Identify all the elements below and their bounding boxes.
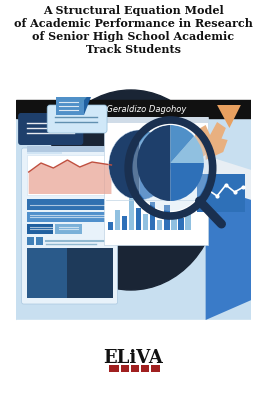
Bar bbox=[178, 218, 184, 230]
Text: Ronel Geraldizo Dagohoy: Ronel Geraldizo Dagohoy bbox=[80, 104, 187, 114]
Bar bbox=[139, 365, 141, 372]
FancyBboxPatch shape bbox=[22, 148, 117, 304]
Bar bbox=[143, 214, 148, 230]
Bar bbox=[119, 365, 121, 372]
Bar bbox=[27, 248, 113, 298]
Bar bbox=[150, 202, 155, 230]
Bar bbox=[56, 97, 83, 115]
Bar bbox=[27, 248, 66, 298]
Bar bbox=[157, 220, 163, 230]
Polygon shape bbox=[204, 155, 252, 200]
Bar bbox=[27, 224, 53, 234]
Text: of Senior High School Academic: of Senior High School Academic bbox=[32, 31, 234, 42]
Bar bbox=[27, 155, 113, 195]
Wedge shape bbox=[137, 125, 170, 201]
Bar bbox=[16, 100, 252, 118]
Bar bbox=[197, 174, 245, 212]
Bar bbox=[27, 146, 113, 152]
Bar bbox=[115, 210, 120, 230]
Bar bbox=[164, 205, 170, 230]
Wedge shape bbox=[170, 163, 204, 201]
Wedge shape bbox=[170, 136, 204, 163]
Circle shape bbox=[43, 90, 219, 290]
Polygon shape bbox=[206, 138, 228, 160]
Text: of Academic Performance in Research: of Academic Performance in Research bbox=[14, 18, 253, 29]
Bar bbox=[109, 365, 160, 372]
Bar bbox=[27, 199, 113, 210]
Polygon shape bbox=[206, 170, 252, 320]
Bar bbox=[16, 118, 252, 320]
Polygon shape bbox=[29, 160, 111, 194]
FancyBboxPatch shape bbox=[18, 113, 83, 145]
Text: Track Students: Track Students bbox=[86, 44, 181, 55]
Circle shape bbox=[133, 125, 208, 211]
Text: ELiVA: ELiVA bbox=[104, 349, 163, 367]
Bar bbox=[185, 210, 191, 230]
Polygon shape bbox=[80, 97, 87, 105]
Bar bbox=[171, 212, 176, 230]
Polygon shape bbox=[217, 105, 241, 128]
Bar bbox=[129, 365, 131, 372]
Bar bbox=[56, 97, 84, 115]
Bar bbox=[122, 216, 127, 230]
Bar bbox=[108, 222, 113, 230]
Wedge shape bbox=[140, 165, 170, 200]
Bar bbox=[16, 320, 252, 400]
Wedge shape bbox=[170, 125, 194, 163]
Bar bbox=[27, 152, 62, 154]
Wedge shape bbox=[140, 140, 170, 165]
Bar bbox=[104, 117, 208, 123]
Bar bbox=[27, 237, 34, 245]
Bar bbox=[55, 224, 81, 234]
Bar bbox=[129, 198, 134, 230]
Bar bbox=[149, 365, 151, 372]
Text: A Structural Equation Model: A Structural Equation Model bbox=[43, 5, 224, 16]
FancyBboxPatch shape bbox=[47, 105, 107, 133]
Bar bbox=[136, 208, 141, 230]
Wedge shape bbox=[109, 130, 140, 200]
Wedge shape bbox=[140, 130, 161, 165]
FancyBboxPatch shape bbox=[104, 117, 208, 245]
Polygon shape bbox=[193, 122, 226, 160]
Polygon shape bbox=[84, 97, 91, 115]
Bar bbox=[36, 237, 43, 245]
Bar bbox=[27, 212, 113, 222]
